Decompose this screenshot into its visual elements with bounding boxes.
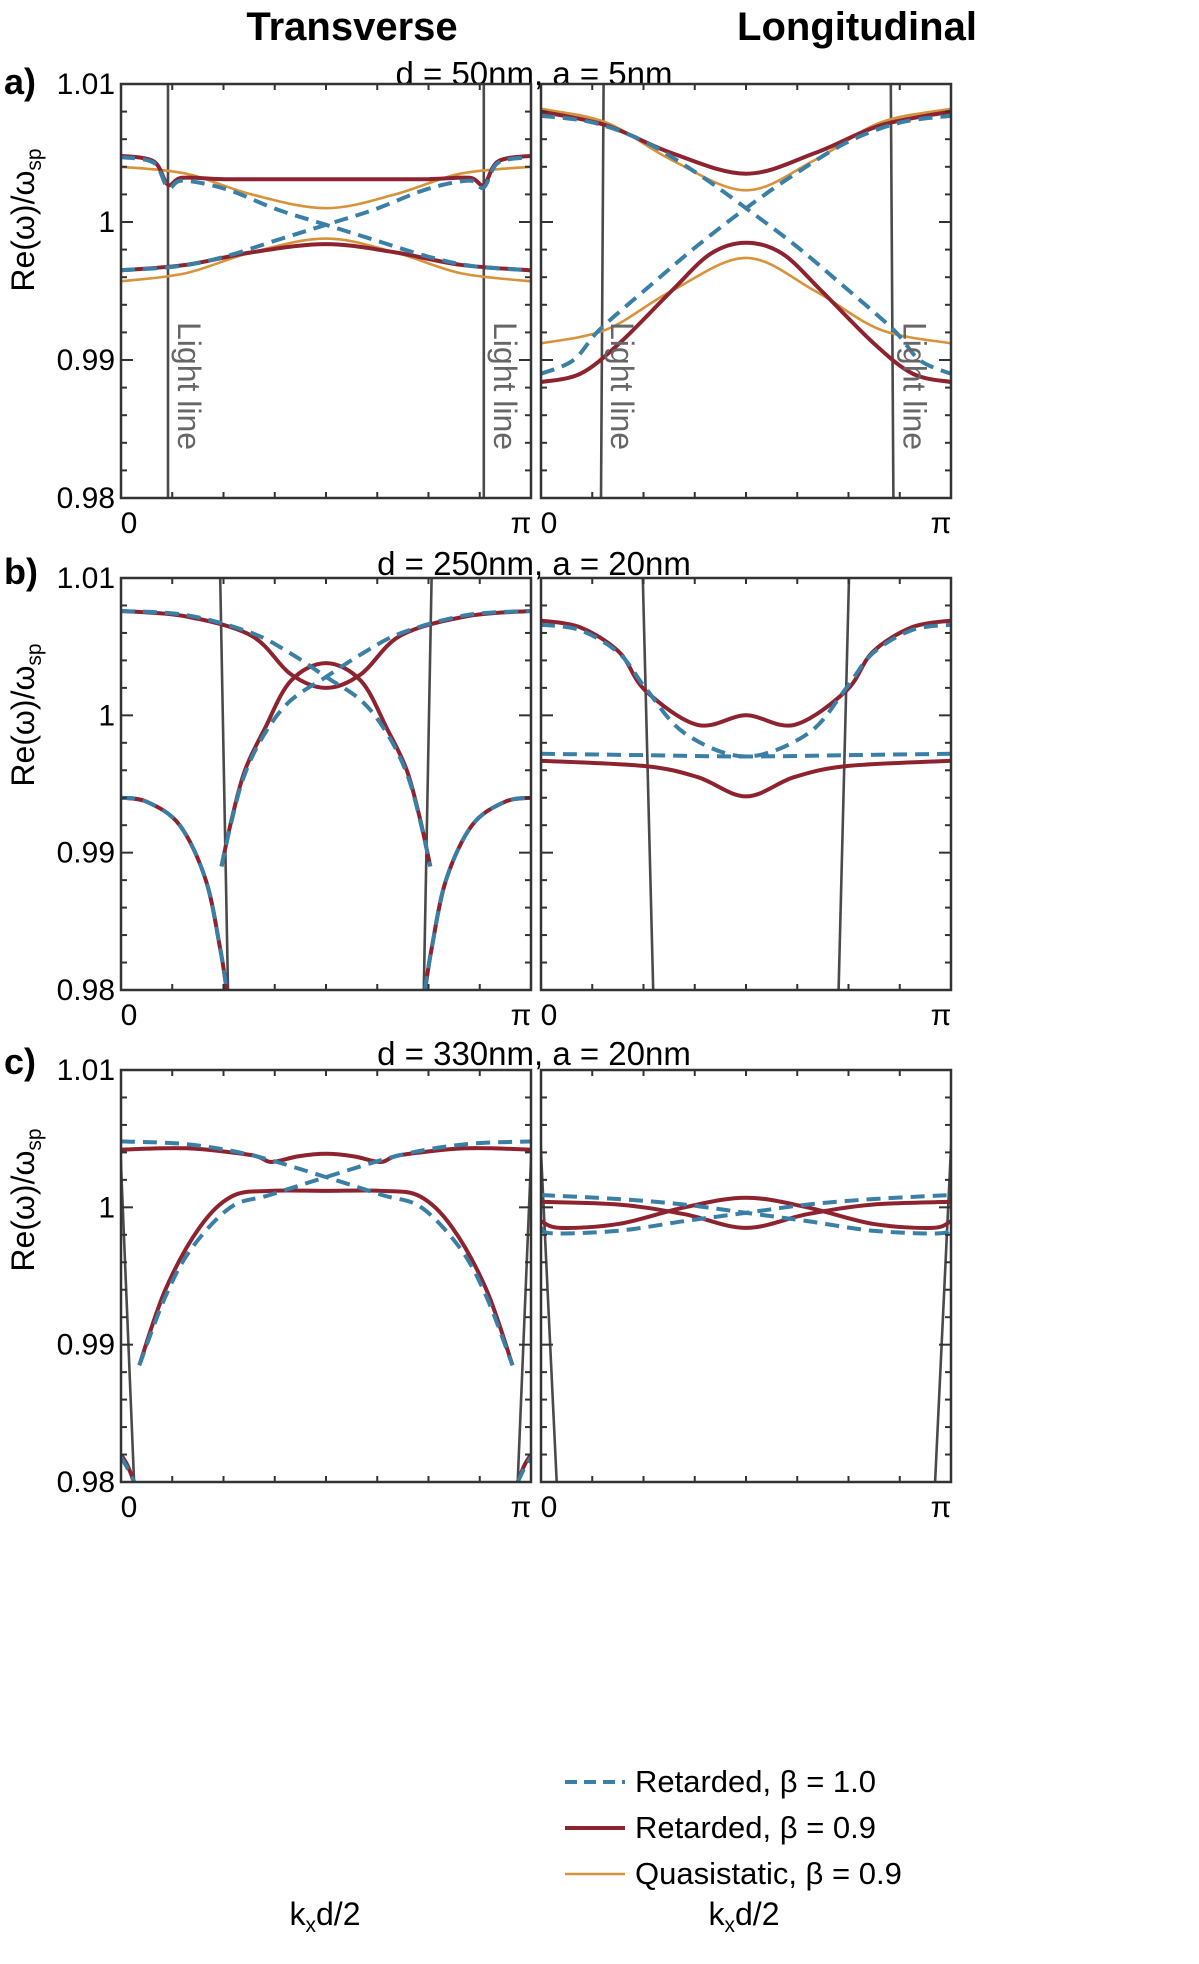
y-tick-label: 1.01	[57, 68, 115, 101]
light-line-label-2: Light line	[487, 322, 523, 450]
series-solid-red-segment-1	[541, 1199, 951, 1230]
y-axis-label-c: Re(ω)/ωsp	[5, 1128, 46, 1271]
series-dashed-blue-segment-2	[541, 751, 951, 759]
x-tick-label: 0	[541, 999, 558, 1032]
series-dashed-blue-segment-4	[423, 795, 531, 990]
plot-background	[121, 84, 531, 498]
x-tick-label: 0	[541, 507, 558, 540]
panel-b-transverse: 0.98 0.99 1 1.01 0 π	[57, 562, 533, 1032]
series-solid-red-segment-2	[541, 758, 951, 799]
x-tick-label: π	[931, 1491, 952, 1524]
series-dashed-blue-segment-2	[219, 609, 531, 867]
light-line-label-1: Light line	[171, 322, 207, 450]
series-dashed-blue-segment-3	[121, 1456, 136, 1482]
row-title-b: d = 250nm, a = 20nm	[377, 545, 691, 582]
legend-label-2: Retarded, β = 0.9	[635, 1810, 876, 1845]
plot-background	[541, 1070, 951, 1482]
plot-area	[541, 578, 951, 990]
series-solid-red-segment-2	[121, 242, 531, 273]
light-line-1	[641, 578, 655, 990]
light-line-1	[541, 1124, 558, 1482]
y-tick-label: 1	[98, 206, 115, 239]
panel-a-longitudinal: Light line Light line 0 π	[539, 82, 953, 540]
light-line-2	[889, 84, 895, 498]
light-line-2	[422, 578, 433, 990]
x-axis-label-longitudinal: kxd/2	[709, 1896, 780, 1937]
series-dashed-blue-segment-4	[515, 1456, 531, 1482]
y-tick-label: 1	[98, 699, 115, 732]
series-solid-orange-segment-1	[541, 107, 951, 192]
series-solid-red-segment-2	[541, 240, 951, 385]
y-tick-label: 0.98	[57, 974, 115, 1007]
y-tick-label: 0.98	[57, 482, 115, 515]
series-solid-red-segment-2	[541, 1195, 951, 1231]
y-tick-label: 0.99	[57, 837, 115, 870]
series-dashed-blue-segment-3	[121, 795, 229, 990]
y-tick-label: 1	[98, 1191, 115, 1224]
plot-area	[121, 1128, 531, 1482]
series-dashed-blue-segment-2	[541, 1193, 951, 1236]
y-axis-label-b: Re(ω)/ωsp	[5, 643, 46, 786]
plot-area	[541, 84, 951, 498]
x-tick-label: 0	[121, 1491, 138, 1524]
y-tick-label: 0.99	[57, 344, 115, 377]
light-line-2	[837, 578, 851, 990]
x-tick-label: π	[511, 507, 532, 540]
light-line-1	[121, 1132, 136, 1482]
legend: Retarded, β = 1.0 Retarded, β = 0.9 Quasis…	[565, 1764, 902, 1891]
column-title-transverse: Transverse	[246, 5, 457, 49]
series-solid-orange-segment-2	[541, 256, 951, 345]
x-axis-label-transverse: kxd/2	[290, 1896, 361, 1937]
series-dashed-blue-segment-1	[121, 155, 531, 273]
x-tick-label: π	[931, 507, 952, 540]
series-dashed-blue-segment-1	[121, 1139, 515, 1367]
x-tick-label: π	[511, 1491, 532, 1524]
light-line-label-1: Light line	[604, 322, 640, 450]
x-tick-label: π	[511, 999, 532, 1032]
y-axis-label-a: Re(ω)/ωsp	[5, 148, 46, 291]
plot-area	[541, 1120, 951, 1482]
plot-area	[121, 578, 531, 990]
light-line-2	[516, 1128, 531, 1482]
series-dashed-blue-segment-2	[121, 155, 531, 273]
y-tick-label: 1.01	[57, 562, 115, 595]
plot-background	[121, 578, 531, 990]
panel-a-transverse: Light line Light line 0.98 0.99 1 1.01 0 π	[57, 68, 533, 540]
column-title-longitudinal: Longitudinal	[737, 5, 977, 49]
series-dashed-blue-segment-1	[541, 113, 951, 376]
plot-background	[541, 84, 951, 498]
y-tick-label: 0.99	[57, 1329, 115, 1362]
legend-label-3: Quasistatic, β = 0.9	[635, 1856, 902, 1891]
light-line-2	[933, 1120, 951, 1482]
series-dashed-blue-segment-2	[137, 1139, 531, 1367]
plot-area	[121, 84, 531, 498]
series-dashed-blue-segment-2	[541, 113, 951, 376]
panel-letter-c: c)	[4, 1041, 36, 1082]
plot-background	[121, 1070, 531, 1482]
series-solid-red-segment-2	[137, 1188, 515, 1366]
light-line-1	[218, 578, 230, 990]
x-tick-label: 0	[121, 507, 138, 540]
series-solid-orange-segment-1	[121, 165, 531, 210]
panel-letter-b: b)	[4, 551, 38, 592]
x-tick-label: 0	[121, 999, 138, 1032]
row-title-c: d = 330nm, a = 20nm	[377, 1035, 691, 1072]
panel-letter-a: a)	[4, 61, 36, 102]
series-dashed-blue-segment-1	[121, 609, 433, 867]
light-line-1	[599, 84, 605, 498]
x-tick-label: π	[931, 999, 952, 1032]
y-tick-label: 0.98	[57, 1466, 115, 1499]
x-tick-label: 0	[541, 1491, 558, 1524]
y-tick-label: 1.01	[57, 1054, 115, 1087]
series-solid-orange-segment-2	[121, 237, 531, 283]
legend-label-1: Retarded, β = 1.0	[635, 1764, 876, 1799]
light-line-label-2: Light line	[896, 322, 932, 450]
panel-c-transverse: 0.98 0.99 1 1.01 0 π	[57, 1054, 533, 1524]
